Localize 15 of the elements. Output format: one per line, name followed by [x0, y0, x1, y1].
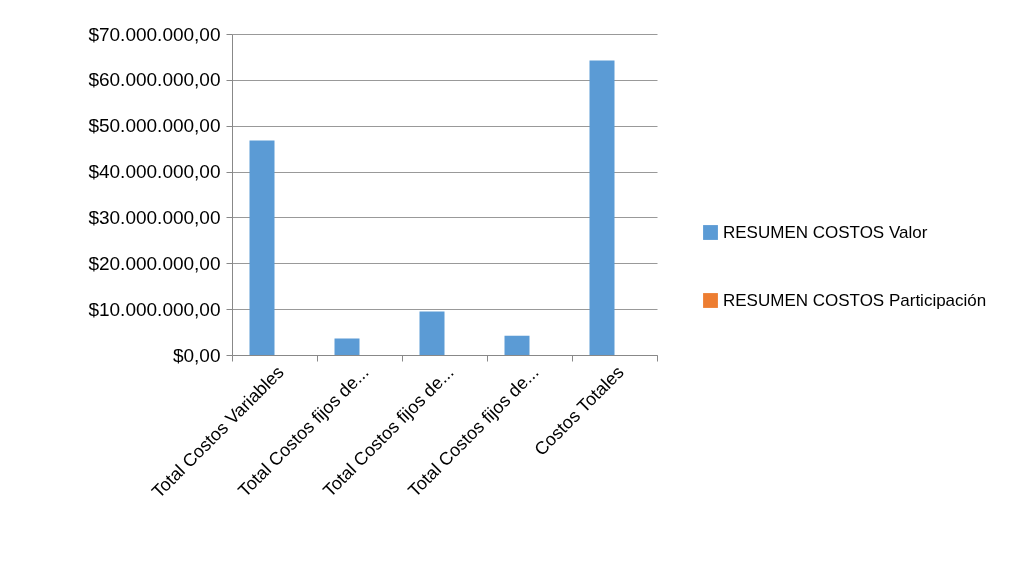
y-tick-label: $70.000.000,00 [88, 23, 221, 45]
bar [249, 140, 275, 355]
bar [334, 338, 360, 355]
y-tick-label: $50.000.000,00 [88, 115, 221, 137]
bar [589, 60, 615, 355]
y-tick-label: $40.000.000,00 [88, 161, 221, 183]
y-tick-label: $0,00 [172, 344, 221, 366]
y-tick-label: $10.000.000,00 [88, 298, 221, 320]
bar [504, 335, 530, 355]
y-tick-label: $60.000.000,00 [88, 69, 221, 91]
y-tick-label: $20.000.000,00 [88, 252, 221, 274]
legend-label: RESUMEN COSTOS Participación [723, 290, 987, 310]
bar [419, 311, 445, 355]
legend-label: RESUMEN COSTOS Valor [723, 222, 928, 242]
y-tick-label: $30.000.000,00 [88, 206, 221, 228]
